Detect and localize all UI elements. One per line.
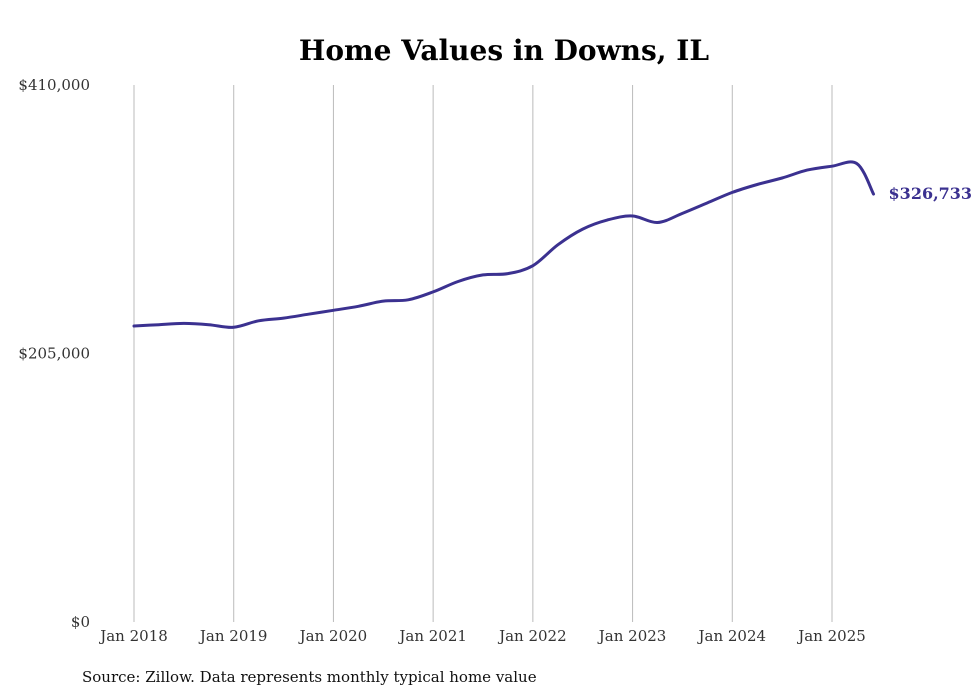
x-tick-label: Jan 2019 bbox=[198, 627, 268, 645]
y-tick-label: $205,000 bbox=[18, 345, 90, 363]
series-line bbox=[132, 160, 875, 329]
x-tick-label: Jan 2021 bbox=[397, 627, 467, 645]
x-tick-label: Jan 2024 bbox=[697, 627, 767, 645]
x-tick-label: Jan 2023 bbox=[597, 627, 667, 645]
end-value-label: $326,733 bbox=[889, 184, 973, 203]
x-axis-ticks: Jan 2018 Jan 2019 Jan 2020 Jan 2021 Jan 2022… bbox=[98, 627, 866, 645]
x-tick-label: Jan 2020 bbox=[298, 627, 368, 645]
y-tick-label: $410,000 bbox=[18, 76, 90, 94]
x-tick-label: Jan 2018 bbox=[98, 627, 168, 645]
source-note: Source: Zillow. Data represents monthly … bbox=[82, 668, 537, 686]
grid-lines bbox=[133, 85, 833, 622]
y-tick-label: $0 bbox=[71, 613, 90, 631]
y-axis-ticks: $0 $205,000 $410,000 bbox=[18, 76, 90, 631]
chart-title: Home Values in Downs, IL bbox=[299, 34, 709, 67]
x-tick-label: Jan 2022 bbox=[497, 627, 567, 645]
x-tick-label: Jan 2025 bbox=[796, 627, 866, 645]
